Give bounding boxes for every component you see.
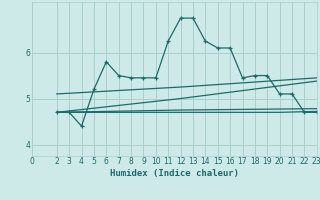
X-axis label: Humidex (Indice chaleur): Humidex (Indice chaleur) xyxy=(110,169,239,178)
